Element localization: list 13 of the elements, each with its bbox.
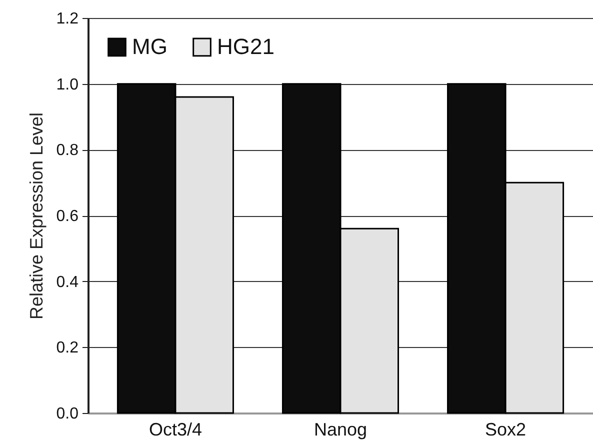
- legend-label: MG: [132, 34, 168, 60]
- x-tick-label: Nanog: [314, 420, 368, 440]
- y-tick-label: 1.0: [56, 76, 79, 94]
- y-tick-label: 0.0: [56, 406, 79, 422]
- legend-label: HG21: [217, 34, 274, 60]
- y-axis-title: Relative Expression Level: [26, 112, 46, 320]
- y-tick-label: 0.6: [56, 208, 79, 225]
- y-tick-label: 0.4: [56, 274, 79, 291]
- y-tick-label: 0.8: [56, 142, 79, 160]
- x-tick-label: Oct3/4: [148, 420, 202, 440]
- y-tick-label: 0.2: [56, 340, 79, 357]
- x-tick-label: Sox2: [485, 420, 526, 440]
- y-tick-label: 1.2: [56, 10, 79, 28]
